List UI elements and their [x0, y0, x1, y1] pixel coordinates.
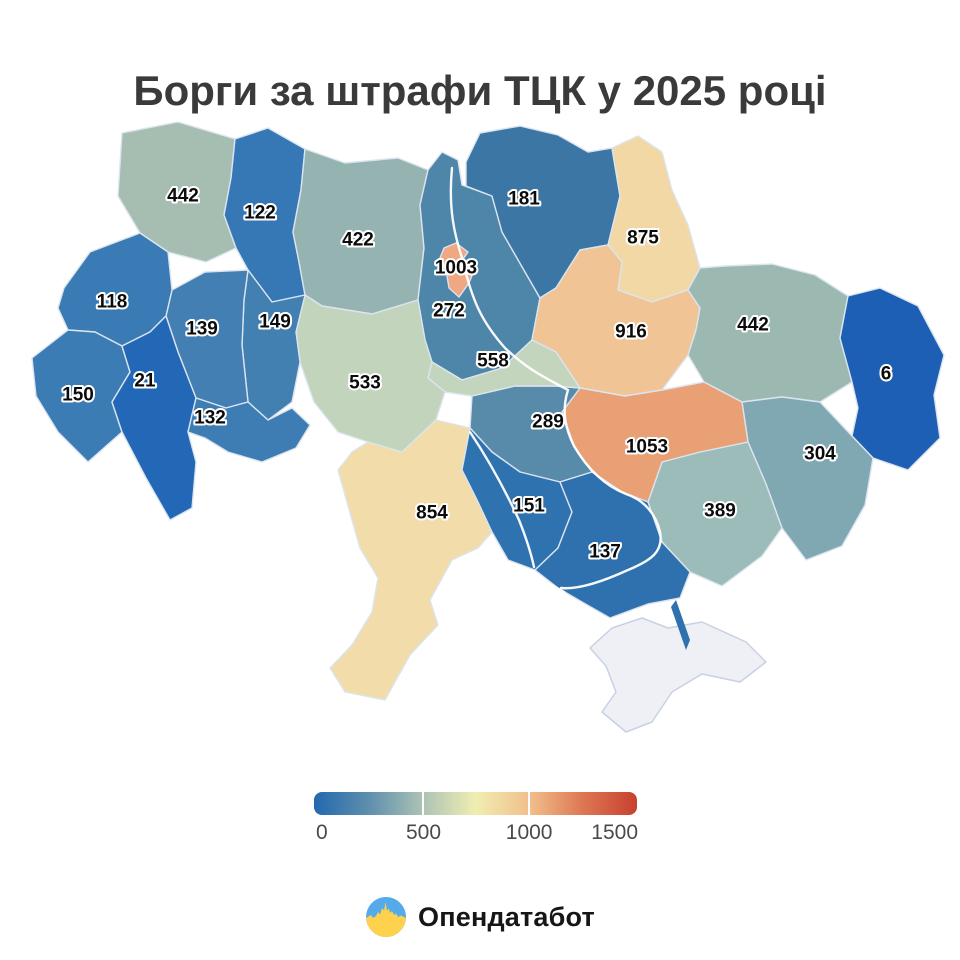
region-kharkiv: [687, 263, 853, 403]
southern-buh-river-line: [468, 430, 536, 569]
region-cherkasy: [427, 339, 581, 397]
region-value-label-chernihiv: 181: [508, 189, 540, 210]
region-vinnytsia: [295, 294, 446, 453]
region-value-label-ternopil: 139: [186, 319, 218, 340]
region-value-label-volyn: 442: [167, 186, 199, 207]
region-value-label-dnipro: 1053: [626, 437, 668, 458]
region-value-label-sumy: 875: [627, 228, 659, 249]
legend-tick-500: 500: [405, 821, 442, 844]
region-value-label-cherkasy: 558: [477, 351, 509, 372]
legend-tick-line-500: [422, 792, 425, 815]
opendatabot-logo-icon: [366, 897, 407, 937]
estuary-inlet: [494, 558, 566, 599]
region-value-label-ivano: 21: [134, 371, 156, 392]
map-rivers-layer: [449, 166, 662, 599]
region-value-label-zhytomyr: 422: [342, 230, 374, 251]
region-value-label-kherson: 137: [589, 542, 621, 563]
region-value-label-poltava: 916: [615, 322, 647, 343]
map-labels-layer: 442 122 422 272 181 875 916 442 6 304 389 1053 289 55…: [60, 184, 893, 565]
brand-footer: Опендатабот: [365, 896, 595, 938]
legend-tick-labels: 0 500 1000 1500: [314, 821, 638, 847]
region-sumy: [607, 135, 701, 303]
map-regions-layer: [31, 121, 945, 733]
region-luhansk: [839, 287, 945, 471]
region-ivano: [111, 315, 197, 521]
arabat-spit-shape: [671, 600, 690, 650]
region-value-label-kyiv_city: 1003: [435, 258, 477, 279]
region-value-label-lviv: 118: [97, 292, 128, 313]
region-value-label-chernivtsi: 132: [194, 408, 226, 429]
legend-tick-1000: 1000: [505, 821, 553, 844]
region-chernivtsi: [187, 397, 311, 463]
region-value-label-zaporizhzhia: 389: [704, 501, 736, 522]
region-value-label-donetsk: 304: [804, 444, 836, 465]
region-crimea: [589, 617, 767, 733]
color-scale-bar: [314, 792, 637, 815]
legend-tick-1500: 1500: [591, 821, 638, 844]
region-value-label-vinnytsia: 533: [349, 373, 381, 394]
region-value-label-zakarpattia: 150: [62, 385, 94, 406]
region-value-label-rivne: 122: [244, 203, 276, 224]
region-value-label-kyiv_obl: 272: [433, 301, 465, 322]
arabat-spit: [671, 600, 690, 650]
legend-tick-0: 0: [316, 821, 328, 844]
region-value-label-kharkiv: 442: [737, 315, 769, 336]
region-value-label-luhansk: 6: [881, 364, 892, 385]
page-title: Борги за штрафи ТЦК у 2025 році: [133, 67, 827, 115]
brand-name: Опендатабот: [418, 901, 595, 932]
region-value-label-odesa: 854: [416, 503, 448, 524]
region-value-label-kirovohrad: 289: [532, 412, 564, 433]
legend-tick-line-1000: [528, 792, 531, 815]
region-value-label-mykolaiv: 151: [513, 496, 545, 517]
dnipro-river-line: [449, 166, 662, 590]
region-value-label-khmelnytskyi: 149: [259, 312, 291, 333]
